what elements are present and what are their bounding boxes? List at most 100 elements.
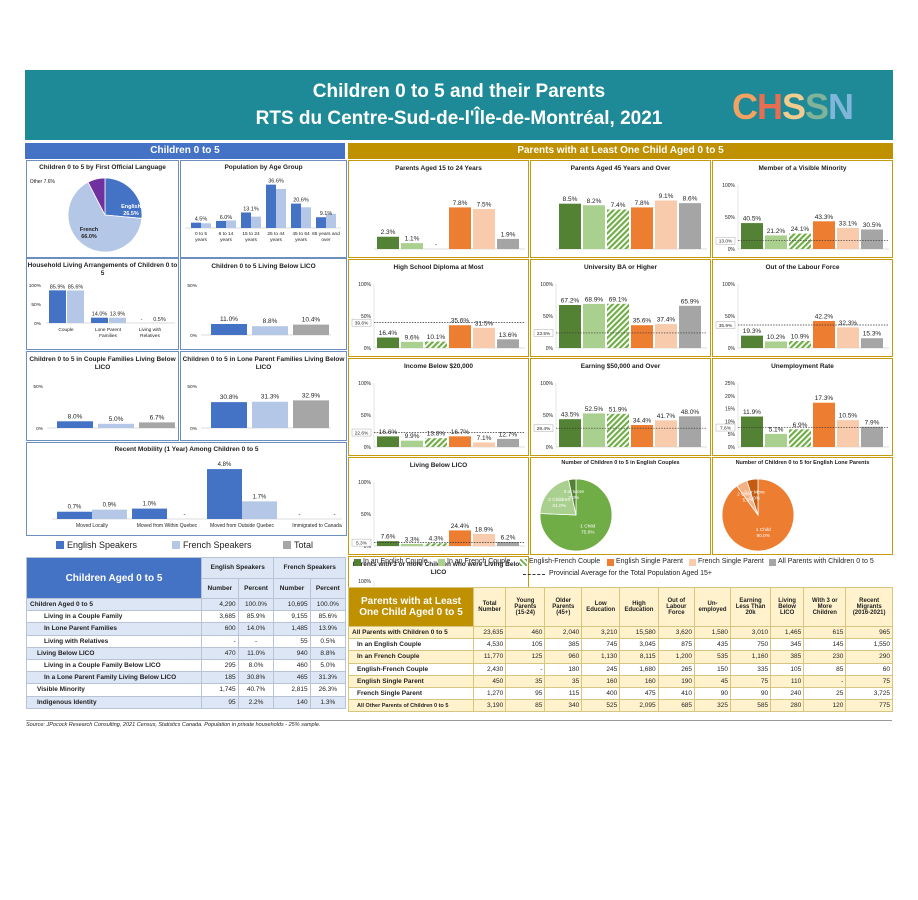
cell: 15,580	[619, 625, 659, 640]
cell: 55	[273, 634, 311, 648]
category-label: 0 to 5	[195, 231, 207, 237]
bar	[583, 303, 605, 348]
row-label: Living in a Couple Family	[26, 610, 202, 624]
cell: 145	[803, 638, 847, 652]
bar	[789, 341, 811, 348]
y-tick-label: 50%	[31, 302, 41, 308]
average-label: 5.3%	[356, 540, 368, 546]
table-row: In an French Couple 11,770 125 960 1,130 8,11…	[348, 650, 893, 664]
cell: 95	[505, 686, 546, 701]
cell: 2.2%	[237, 695, 275, 709]
panel-title: Parents Aged 45 Years and Over	[570, 165, 671, 172]
bar-value-label: 8.0%	[68, 413, 83, 420]
category-label: Relatives	[140, 333, 160, 339]
y-tick-label: 50%	[33, 384, 43, 390]
col-header: Number	[273, 577, 311, 599]
cell: 35	[544, 674, 583, 688]
category-label: years	[220, 237, 232, 243]
bar	[293, 324, 329, 335]
bar-value-label: 18.9%	[475, 526, 494, 533]
cell: 450	[472, 674, 507, 688]
bar-value-label: 4.8%	[218, 462, 232, 468]
bar	[559, 203, 581, 249]
bar	[377, 541, 399, 546]
y-tick-label: 100%	[722, 282, 735, 288]
panel-title: Children 0 to 5 Living Below LICO	[211, 263, 316, 270]
col-header: Older Parents (45+)	[544, 587, 583, 627]
panel-title: Children 0 to 5 by First Official Langua…	[39, 164, 166, 171]
right-legend: In an English Couple In an French Couple…	[348, 556, 893, 586]
cell: 475	[619, 686, 659, 701]
col-header: Low Education	[581, 587, 621, 627]
bar	[679, 416, 701, 447]
y-tick-label: 20%	[725, 394, 736, 400]
bar	[497, 542, 519, 546]
bar	[401, 243, 423, 249]
pie-slice	[67, 181, 143, 253]
average-box	[351, 318, 372, 327]
cell: 11.0%	[237, 646, 275, 660]
bar	[139, 422, 175, 428]
cell: 1,130	[581, 650, 621, 664]
table-row: Living in a Couple Family Below LICO 295 8…	[26, 658, 347, 673]
y-tick-label: 50%	[187, 384, 197, 390]
y-tick-label: 0%	[364, 346, 372, 352]
bar-value-label: 1.1%	[405, 236, 420, 243]
row-label: In Lone Parent Families	[26, 622, 202, 636]
cell: 525	[581, 699, 621, 713]
cell: 160	[581, 674, 621, 688]
bar	[607, 413, 629, 447]
bar	[252, 326, 288, 335]
panel-mobility: Recent Mobility (1 Year) Among Children …	[26, 442, 347, 536]
bar-value-label: 40.5%	[743, 216, 762, 223]
panel-p_inc20: Income Below $20,000 100% 50% 0% 16.6% 9.9% 13…	[348, 358, 529, 456]
cell: 185	[201, 671, 239, 685]
bar-value-label: 15.3%	[863, 331, 882, 338]
cell: 75	[730, 674, 772, 688]
bar-value-label: 41.7%	[657, 413, 676, 420]
y-tick-label: 10%	[725, 419, 736, 425]
col-header: Living Below LICO	[770, 587, 805, 627]
row-label: All Parents with Children 0 to 5	[348, 625, 474, 640]
panel-p_visible: Member of a Visible Minority 100% 50% 0% 40.…	[712, 160, 893, 258]
slice-value: 26.5%	[123, 211, 139, 217]
table-row: Indigenous Identity 95 2.2% 140 1.3%	[26, 695, 347, 709]
cell: 2,095	[619, 699, 659, 713]
bar	[57, 421, 93, 428]
chssn-logo: CHSSN	[732, 86, 854, 127]
legend-total: Total	[294, 540, 314, 550]
average-box	[351, 428, 372, 437]
cell: 85.6%	[309, 610, 347, 624]
slice-label: French	[80, 227, 99, 233]
cell: 1,580	[694, 625, 732, 640]
bar	[49, 290, 66, 323]
cell: 8.0%	[237, 658, 275, 673]
cell: 0.5%	[309, 634, 347, 648]
bar	[765, 235, 787, 249]
average-label: 29.4%	[537, 426, 551, 432]
panel-living-arrangements: Household Living Arrangements of Childre…	[26, 258, 179, 350]
bar-value-label: 36.6%	[268, 179, 284, 185]
cell: 2,430	[472, 662, 507, 676]
legend-french: French Speakers	[183, 540, 252, 550]
category-label: years	[195, 237, 207, 243]
bar	[401, 543, 423, 546]
col-header: Number	[201, 577, 239, 599]
couple-lico-chart: 50% 0% 8.0% 5.0% 6.7%	[33, 384, 177, 432]
bar-value-label: 7.5%	[477, 202, 492, 209]
col-header: Out of Labour Force	[657, 587, 696, 627]
table-row: In a Lone Parent Family Living Below LIC…	[26, 671, 347, 685]
table-row: English-French Couple 2,430-180 245 1,680 26…	[348, 662, 893, 676]
bar-value-label: 13.9%	[110, 312, 126, 318]
average-box	[715, 236, 736, 245]
cell: 280	[770, 699, 805, 713]
cell: 2,040	[544, 625, 583, 640]
cell: 190	[657, 674, 696, 688]
row-label: English-French Couple	[348, 662, 474, 676]
y-tick-label: 0%	[190, 426, 198, 432]
y-tick-label: 0%	[34, 321, 42, 327]
category-label: Families	[99, 333, 117, 339]
slice-value: 75.6%	[581, 529, 595, 535]
panel-pie_eng_lone: Number of Children 0 to 5 for English Lo…	[712, 457, 893, 555]
